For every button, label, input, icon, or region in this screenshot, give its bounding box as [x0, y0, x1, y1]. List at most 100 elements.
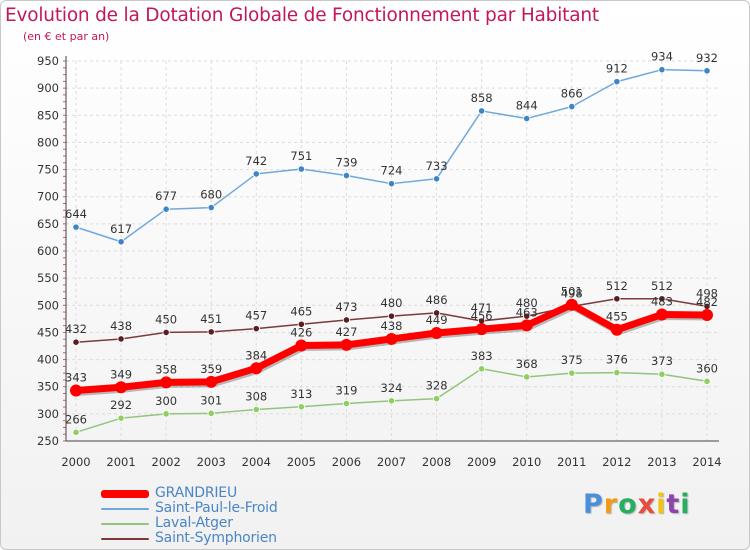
logo-letter: i — [680, 489, 691, 520]
y-tick-label: 400 — [37, 353, 59, 367]
data-point — [117, 414, 125, 422]
data-point — [72, 223, 80, 231]
data-label: 449 — [426, 313, 448, 327]
logo-letter: r — [603, 489, 619, 520]
data-label: 473 — [335, 300, 357, 314]
data-point — [568, 369, 576, 377]
logo-letter: o — [618, 489, 638, 520]
y-tick-label: 300 — [37, 407, 59, 421]
data-point — [520, 319, 533, 332]
data-label: 360 — [696, 361, 718, 375]
y-tick-label: 650 — [37, 217, 59, 231]
series-line-1 — [75, 68, 708, 243]
logo-letter: P — [583, 489, 604, 520]
data-label: 349 — [110, 367, 132, 381]
legend-item-grandrieu: GRANDRIEU — [101, 486, 278, 501]
data-point — [117, 238, 125, 246]
data-point — [252, 405, 260, 414]
data-point — [297, 165, 305, 173]
data-label: 844 — [516, 99, 538, 113]
legend-label-laval-atger: Laval-Atger — [155, 515, 233, 531]
data-point — [610, 323, 623, 336]
data-point — [252, 170, 260, 178]
data-label: 512 — [651, 279, 673, 293]
data-point — [655, 308, 668, 321]
data-label: 866 — [561, 87, 583, 101]
data-label: 383 — [471, 349, 493, 363]
data-label: 482 — [696, 295, 718, 309]
data-label: 739 — [335, 156, 357, 170]
data-point — [342, 399, 351, 408]
x-tick-label: 2009 — [467, 455, 496, 469]
data-label: 932 — [696, 51, 718, 65]
data-label: 480 — [516, 296, 538, 310]
data-point — [295, 339, 308, 352]
data-label: 934 — [651, 50, 673, 64]
x-tick-label: 2002 — [152, 455, 181, 469]
data-point — [160, 376, 173, 389]
data-label: 450 — [155, 312, 177, 326]
legend-label-saint-symphorien: Saint-Symphorien — [155, 530, 277, 546]
data-point — [252, 325, 260, 333]
data-label: 498 — [696, 286, 718, 300]
data-label: 266 — [65, 412, 87, 426]
data-point — [613, 368, 621, 377]
logo-letter: x — [637, 489, 657, 520]
data-point — [250, 362, 263, 375]
legend-label-saint-paul-le-froid: Saint-Paul-le-Froid — [155, 500, 278, 516]
data-label: 912 — [606, 62, 628, 76]
y-tick-label: 600 — [37, 244, 59, 258]
data-point — [703, 377, 711, 385]
data-label: 358 — [155, 362, 177, 376]
data-label: 512 — [606, 279, 628, 293]
data-label: 483 — [651, 295, 673, 309]
data-label: 359 — [200, 362, 222, 376]
x-tick-label: 2004 — [242, 455, 271, 469]
data-label: 498 — [561, 286, 583, 300]
data-point — [385, 332, 398, 345]
data-label: 680 — [200, 188, 222, 202]
data-label: 742 — [245, 154, 267, 168]
data-point — [205, 375, 218, 388]
legend-label-grandrieu: GRANDRIEU — [155, 485, 237, 501]
data-label: 384 — [245, 348, 267, 362]
x-tick-label: 2007 — [377, 455, 406, 469]
data-point — [342, 171, 351, 180]
data-label: 471 — [471, 301, 493, 315]
data-label: 292 — [110, 398, 132, 412]
data-label: 501 — [561, 285, 583, 299]
data-point — [72, 428, 80, 436]
data-label: 319 — [335, 384, 357, 398]
data-label: 427 — [335, 325, 357, 339]
data-label: 644 — [65, 207, 87, 221]
data-point — [297, 403, 305, 411]
x-tick-label: 2001 — [106, 455, 135, 469]
data-point — [478, 365, 486, 373]
data-point — [340, 338, 353, 351]
y-tick-label: 350 — [37, 380, 59, 394]
chart-title: Evolution de la Dotation Globale de Fonc… — [5, 5, 599, 26]
data-label: 465 — [290, 304, 312, 318]
y-tick-label: 450 — [37, 325, 59, 339]
data-point — [70, 384, 82, 397]
y-tick-label: 500 — [37, 298, 59, 312]
data-point — [162, 410, 170, 418]
y-tick-label: 550 — [37, 271, 59, 285]
data-point — [523, 312, 531, 320]
data-point — [72, 338, 80, 346]
data-label: 486 — [426, 293, 448, 307]
data-label: 373 — [651, 354, 673, 368]
x-tick-label: 2003 — [197, 455, 226, 469]
x-tick-label: 2005 — [287, 455, 316, 469]
data-point — [701, 309, 713, 322]
x-tick-label: 2014 — [692, 455, 721, 469]
data-point — [565, 298, 578, 311]
data-point — [475, 323, 488, 336]
data-label: 368 — [516, 357, 538, 371]
data-label: 480 — [381, 296, 403, 310]
data-point — [387, 397, 396, 405]
legend: GRANDRIEU Saint-Paul-le-Froid Laval-Atge… — [101, 486, 278, 546]
data-point — [342, 316, 351, 324]
data-label: 426 — [290, 325, 312, 339]
data-point — [432, 175, 441, 183]
